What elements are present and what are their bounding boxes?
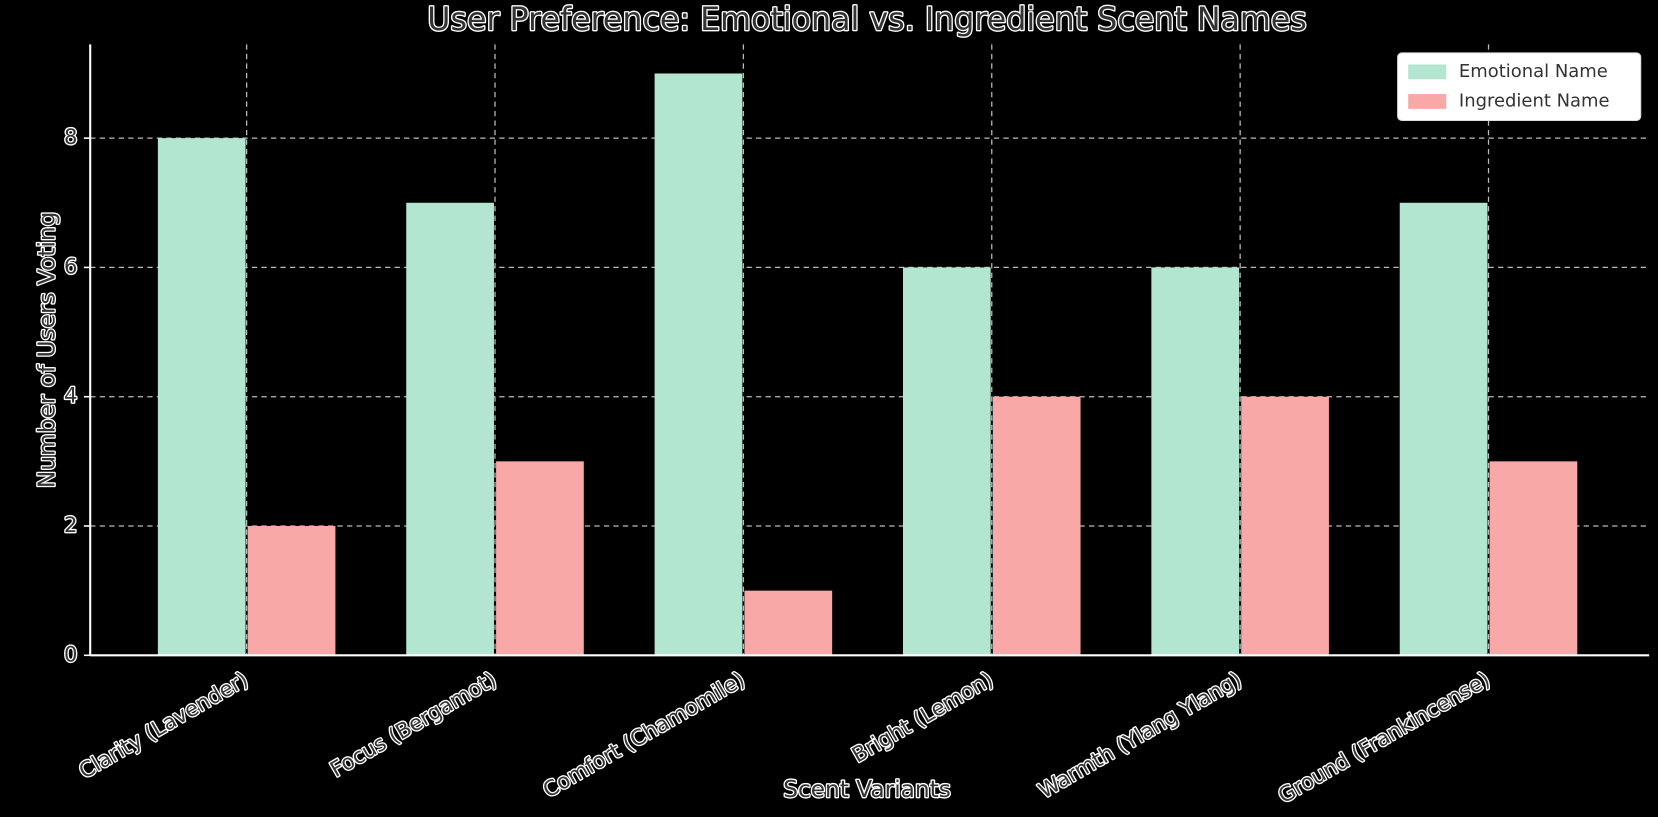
y-tick-label: 2 xyxy=(64,512,77,537)
chart-title: User Preference: Emotional vs. Ingredien… xyxy=(427,2,1307,38)
bar xyxy=(247,526,336,656)
legend-box xyxy=(1397,52,1642,122)
bar xyxy=(1399,202,1488,656)
bar xyxy=(902,267,991,656)
y-axis-label: Number of Users Voting xyxy=(33,212,60,488)
bar xyxy=(1489,461,1578,656)
legend-label: Ingredient Name xyxy=(1459,90,1610,111)
legend: Emotional Name Ingredient Name xyxy=(1397,52,1642,122)
bar xyxy=(406,202,494,656)
bar xyxy=(992,396,1081,656)
y-tick-label: 6 xyxy=(64,253,77,278)
bar xyxy=(654,73,743,656)
x-axis-label: Scent Variants xyxy=(783,776,951,803)
y-tick-label: 4 xyxy=(64,383,77,408)
legend-label: Emotional Name xyxy=(1459,61,1608,82)
bar xyxy=(496,461,584,656)
bar xyxy=(1241,396,1329,656)
bar xyxy=(744,590,833,656)
y-tick-label: 0 xyxy=(64,641,77,666)
bar xyxy=(157,138,246,656)
legend-swatch xyxy=(1408,94,1447,109)
legend-swatch xyxy=(1408,64,1447,80)
y-tick-label: 8 xyxy=(64,124,77,149)
bar xyxy=(1151,267,1240,656)
